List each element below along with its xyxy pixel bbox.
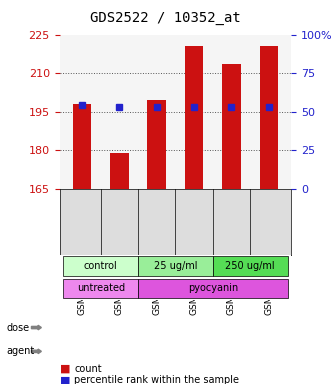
FancyBboxPatch shape (63, 257, 138, 276)
Text: percentile rank within the sample: percentile rank within the sample (74, 375, 239, 384)
FancyBboxPatch shape (138, 257, 213, 276)
Text: control: control (84, 262, 118, 271)
Bar (185, 46, 204, 189)
Text: 250 ug/ml: 250 ug/ml (225, 262, 275, 271)
Bar (260, 46, 278, 189)
Text: ■: ■ (60, 375, 70, 384)
Text: count: count (74, 364, 102, 374)
Text: dose: dose (7, 323, 30, 333)
FancyBboxPatch shape (138, 278, 288, 298)
Bar (147, 100, 166, 189)
FancyBboxPatch shape (63, 278, 138, 298)
Text: 25 ug/ml: 25 ug/ml (154, 262, 197, 271)
Bar (222, 64, 241, 189)
Text: GDS2522 / 10352_at: GDS2522 / 10352_at (90, 11, 241, 25)
FancyBboxPatch shape (213, 257, 288, 276)
Bar (73, 104, 91, 189)
Text: pyocyanin: pyocyanin (188, 283, 238, 293)
Text: untreated: untreated (76, 283, 125, 293)
Bar (110, 153, 129, 189)
Text: ■: ■ (60, 364, 70, 374)
Text: agent: agent (7, 346, 35, 356)
